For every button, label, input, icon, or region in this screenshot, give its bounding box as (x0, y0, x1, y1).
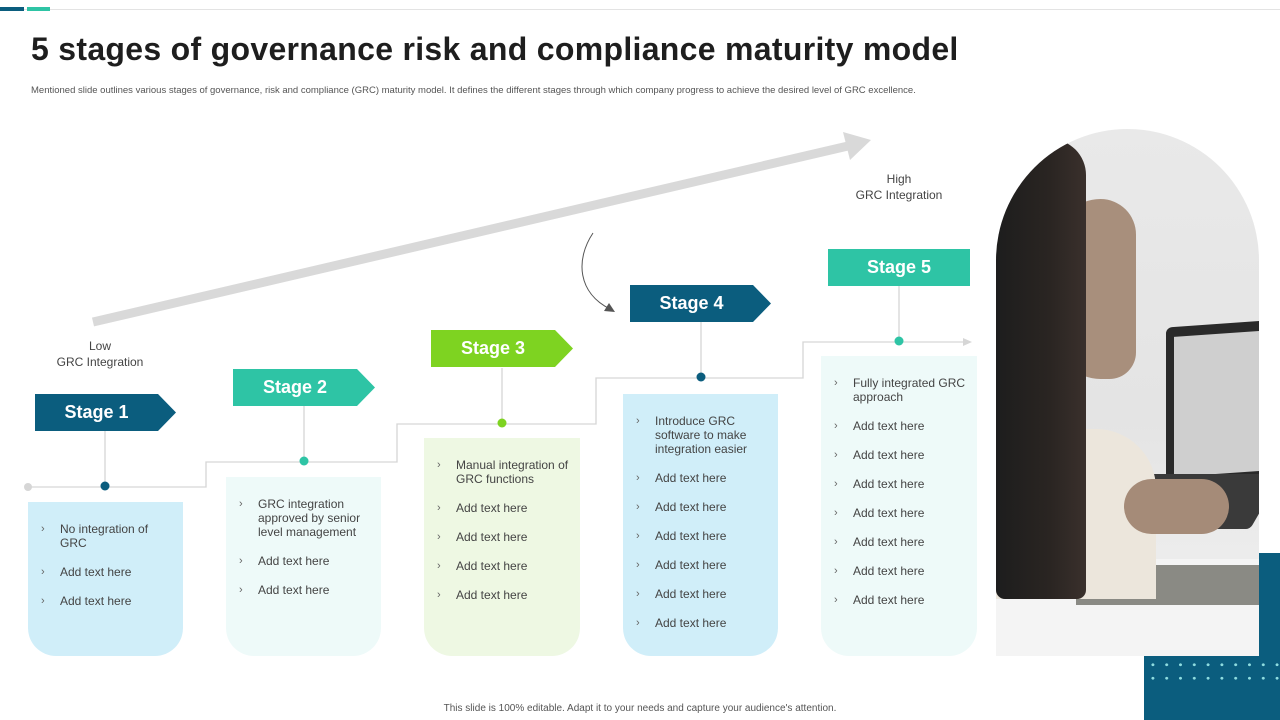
stage-4-item: › Add text here (636, 471, 727, 485)
accent-bar-dark (0, 7, 24, 11)
stage-1-tag: Stage 1 (35, 394, 176, 431)
stage-5-item: › Add text here (834, 419, 925, 433)
stage-4-card: › Introduce GRC software to make integrat… (623, 394, 778, 656)
stage-1-item: › Add text here (41, 594, 132, 608)
top-rule (0, 9, 1280, 10)
stage-4-item: › Add text here (636, 500, 727, 514)
stage-5-item: › Add text here (834, 506, 925, 520)
stage-2-item: › Add text here (239, 554, 330, 568)
chevron-right-icon: › (636, 501, 640, 513)
stage-4-label: Stage 4 (659, 293, 724, 313)
woman-laptop-photo (996, 129, 1259, 656)
stage-5-item: › Add text here (834, 593, 925, 607)
stage-2-item: › GRC integration approved by senior leve… (239, 497, 361, 539)
chevron-right-icon: › (636, 472, 640, 484)
stage-3-item: › Add text here (437, 588, 528, 602)
stage-4-item: › Add text here (636, 529, 727, 543)
stage-5-item: › Fully integrated GRC approach (834, 376, 966, 404)
high-label-line2: GRC Integration (855, 188, 943, 202)
stage-4-tag: Stage 4 (630, 285, 771, 322)
stage-2-label: Stage 2 (262, 377, 328, 397)
stage-3-item: › Add text here (437, 559, 528, 573)
chevron-right-icon: › (834, 377, 838, 389)
chevron-right-icon: › (239, 555, 243, 567)
chevron-right-icon: › (636, 588, 640, 600)
chevron-right-icon: › (41, 595, 45, 607)
chevron-right-icon: › (41, 523, 45, 535)
chevron-right-icon: › (437, 502, 441, 514)
chevron-right-icon: › (636, 415, 640, 427)
chevron-right-icon: › (834, 449, 838, 461)
stage-2-card: › GRC integration approved by senior leve… (226, 477, 381, 656)
stage-3-item: › Manual integration of GRC functions (437, 458, 569, 486)
stage-3-tag: Stage 3 (431, 330, 573, 367)
footer-note: This slide is 100% editable. Adapt it to… (443, 703, 837, 714)
stage-5-item: › Add text here (834, 564, 925, 578)
chevron-right-icon: › (834, 565, 838, 577)
stage-1-label: Stage 1 (64, 402, 129, 422)
chevron-right-icon: › (437, 459, 441, 471)
stage-5-item: › Add text here (834, 477, 925, 491)
chevron-right-icon: › (834, 507, 838, 519)
stage-1-item: › Add text here (41, 565, 132, 579)
chevron-right-icon: › (834, 536, 838, 548)
stage-4-item: › Add text here (636, 558, 727, 572)
page-title: 5 stages of governance risk and complian… (31, 31, 959, 67)
accent-bar-teal (27, 7, 50, 11)
stage-2-item: › Add text here (239, 583, 330, 597)
chevron-right-icon: › (239, 498, 243, 510)
chevron-right-icon: › (636, 559, 640, 571)
stage-5-card: › Fully integrated GRC approach › Add text… (821, 356, 977, 656)
low-label-line2: GRC Integration (56, 355, 144, 369)
stage-3-item: › Add text here (437, 530, 528, 544)
high-integration-label: High GRC Integration (839, 171, 959, 203)
stage-1-card: › No integration of GRC › Add text here › A… (28, 502, 183, 656)
stage-4-item: › Add text here (636, 587, 727, 601)
low-integration-label: Low GRC Integration (40, 338, 160, 370)
chevron-right-icon: › (636, 617, 640, 629)
stage-3-item: › Add text here (437, 501, 528, 515)
high-label-line1: High (886, 172, 912, 186)
chevron-right-icon: › (437, 589, 441, 601)
stage-5-label: Stage 5 (866, 257, 932, 277)
stage-2-tag: Stage 2 (233, 369, 375, 406)
stage-5-tag: Stage 5 (828, 249, 970, 286)
chevron-right-icon: › (834, 594, 838, 606)
stage-3-label: Stage 3 (460, 338, 526, 358)
page-subtitle: Mentioned slide outlines various stages … (31, 85, 916, 96)
chevron-right-icon: › (437, 531, 441, 543)
decorative-block-bottom (1144, 686, 1280, 720)
low-label-line1: Low (88, 339, 111, 353)
stage-3-card: › Manual integration of GRC functions › Ad… (424, 438, 580, 656)
stage-1-item: › No integration of GRC (41, 522, 149, 550)
chevron-right-icon: › (41, 566, 45, 578)
chevron-right-icon: › (834, 420, 838, 432)
stage-4-item: › Introduce GRC software to make integrat… (636, 414, 748, 456)
chevron-right-icon: › (437, 560, 441, 572)
chevron-right-icon: › (834, 478, 838, 490)
curved-arrow-icon (581, 232, 615, 312)
stage-5-item: › Add text here (834, 535, 925, 549)
chevron-right-icon: › (239, 584, 243, 596)
chevron-right-icon: › (636, 530, 640, 542)
stage-4-item: › Add text here (636, 616, 727, 630)
stage-5-item: › Add text here (834, 448, 925, 462)
